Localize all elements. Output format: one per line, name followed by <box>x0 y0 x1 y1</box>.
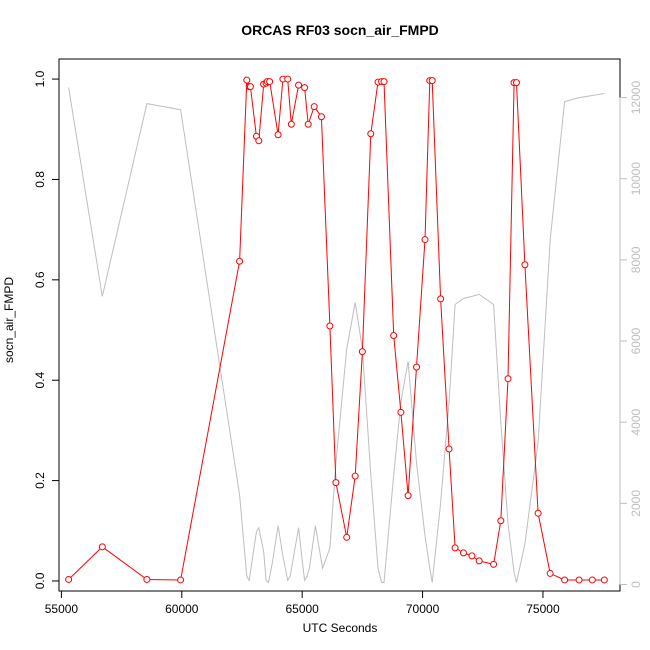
x-axis: 55000 60000 65000 70000 75000 <box>45 590 560 616</box>
y2-tick-label: 8000 <box>629 246 643 273</box>
y-tick-label: 0.0 <box>33 572 47 589</box>
x-axis-label: UTC Seconds <box>303 621 378 635</box>
data-point <box>351 472 359 480</box>
data-point <box>497 517 505 525</box>
data-point <box>367 130 375 138</box>
data-point <box>143 575 151 583</box>
data-point <box>490 560 498 568</box>
data-point <box>437 295 445 303</box>
data-point <box>512 79 520 87</box>
data-point <box>421 236 429 244</box>
x-tick-label: 70000 <box>406 602 440 616</box>
data-point <box>317 113 325 121</box>
data-point <box>98 543 106 551</box>
data-point <box>304 120 312 128</box>
data-point <box>287 120 295 128</box>
data-point <box>600 576 608 584</box>
data-point <box>332 479 340 487</box>
x-tick-label: 60000 <box>165 602 199 616</box>
data-point <box>561 576 569 584</box>
data-point <box>236 257 244 265</box>
y-tick-label: 0.2 <box>33 472 47 489</box>
y-tick-label: 0.6 <box>33 271 47 288</box>
data-point <box>390 332 398 340</box>
data-point <box>380 78 388 86</box>
y-tick-label: 0.4 <box>33 372 47 389</box>
y2-tick-label: 12000 <box>629 81 643 115</box>
y2-tick-label: 4000 <box>629 409 643 436</box>
data-point <box>445 445 453 453</box>
data-point <box>274 131 282 139</box>
data-point <box>534 509 542 517</box>
data-point <box>266 78 274 86</box>
data-point <box>65 575 73 583</box>
data-point <box>243 76 251 84</box>
x-tick-label: 65000 <box>285 602 319 616</box>
x-tick-label: 55000 <box>45 602 79 616</box>
data-point <box>246 83 254 91</box>
y-tick-label: 0.8 <box>33 171 47 188</box>
y2-tick-label: 0 <box>629 581 643 588</box>
data-point <box>546 569 554 577</box>
y2-tick-label: 10000 <box>629 162 643 196</box>
series-line-right <box>68 87 605 584</box>
y-axis-right: 0 2000 4000 6000 8000 10000 12000 <box>619 81 643 588</box>
data-point <box>475 557 483 565</box>
y-axis-label: socn_air_FMPD <box>2 277 16 363</box>
y2-tick-label: 2000 <box>629 490 643 517</box>
data-point <box>468 552 476 560</box>
data-point <box>451 544 459 552</box>
data-point <box>504 375 512 383</box>
data-point <box>295 81 303 89</box>
data-point <box>284 75 292 83</box>
data-point <box>301 84 309 92</box>
data-point <box>255 137 263 145</box>
y-tick-label: 1.0 <box>33 70 47 87</box>
x-tick-label: 75000 <box>526 602 560 616</box>
data-point <box>310 103 318 111</box>
data-point <box>588 576 596 584</box>
data-point <box>326 322 334 330</box>
data-point <box>575 576 583 584</box>
data-point <box>397 408 405 416</box>
data-point <box>177 576 185 584</box>
data-point <box>404 492 412 500</box>
data-point <box>358 348 366 356</box>
data-point <box>428 77 436 85</box>
data-point <box>343 533 351 541</box>
data-point <box>459 549 467 557</box>
y-axis-left: 0.0 0.2 0.4 0.6 0.8 1.0 <box>33 70 60 589</box>
data-point <box>521 261 529 269</box>
data-point <box>413 363 421 371</box>
chart-title: ORCAS RF03 socn_air_FMPD <box>241 22 439 38</box>
y2-tick-label: 6000 <box>629 327 643 354</box>
series-layer <box>65 75 608 584</box>
